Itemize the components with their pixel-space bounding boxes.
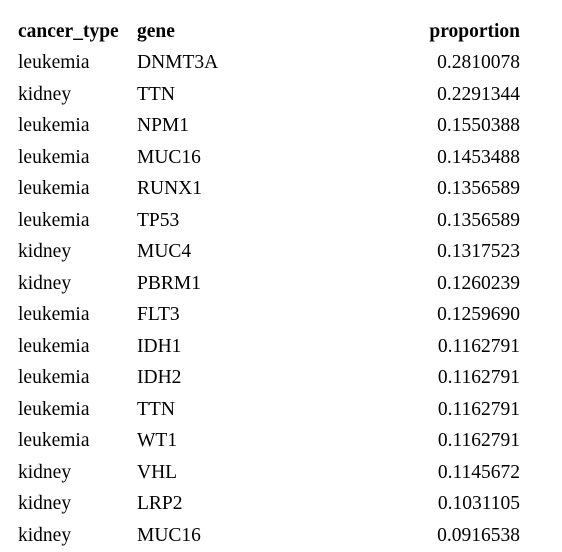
- cell-gene: NPM1: [137, 115, 190, 137]
- cell-proportion: 0.1031105: [437, 493, 520, 515]
- cell-gene: TTN: [137, 398, 175, 420]
- cell-cancer-type: kidney: [18, 493, 72, 515]
- data-table: cancer_type gene proportion leukemia DNMT…: [18, 16, 520, 552]
- cell-cancer-type: leukemia: [18, 146, 90, 168]
- table-body: leukemia DNMT3A 0.2810078 kidney TTN 0.229134…: [18, 48, 520, 552]
- cell-proportion: 0.1550388: [437, 115, 520, 137]
- cell-proportion: 0.1356589: [437, 178, 520, 200]
- cell-cancer-type: kidney: [18, 241, 72, 263]
- table-row: leukemia DNMT3A 0.2810078: [18, 48, 520, 80]
- table-row: leukemia FLT3 0.1259690: [18, 300, 520, 332]
- cell-cancer-type: leukemia: [18, 398, 90, 420]
- table-row: leukemia TP53 0.1356589: [18, 205, 520, 237]
- cell-proportion: 0.1162791: [437, 335, 520, 357]
- cell-proportion: 0.1162791: [437, 367, 520, 389]
- cell-cancer-type: leukemia: [18, 335, 90, 357]
- cell-cancer-type: kidney: [18, 272, 72, 294]
- cell-proportion: 0.2291344: [437, 83, 520, 105]
- cell-cancer-type: kidney: [18, 524, 72, 546]
- cell-gene: PBRM1: [137, 272, 201, 294]
- cell-gene: MUC4: [137, 241, 192, 263]
- cell-cancer-type: kidney: [18, 83, 72, 105]
- cell-gene: DNMT3A: [137, 52, 219, 74]
- cell-gene: TTN: [137, 83, 175, 105]
- cell-proportion: 0.0916538: [437, 524, 520, 546]
- cell-proportion: 0.1260239: [437, 272, 520, 294]
- cell-proportion: 0.1356589: [437, 209, 520, 231]
- cell-gene: FLT3: [137, 304, 180, 326]
- cell-gene: WT1: [137, 430, 178, 452]
- table-row: kidney VHL 0.1145672: [18, 457, 520, 489]
- table-row: leukemia IDH2 0.1162791: [18, 363, 520, 395]
- cell-gene: TP53: [137, 209, 180, 231]
- table-row: kidney PBRM1 0.1260239: [18, 268, 520, 300]
- header-proportion: proportion: [429, 20, 520, 42]
- cell-cancer-type: leukemia: [18, 52, 90, 74]
- table-row: kidney TTN 0.2291344: [18, 79, 520, 111]
- table-row: leukemia NPM1 0.1550388: [18, 111, 520, 143]
- table-row: leukemia MUC16 0.1453488: [18, 142, 520, 174]
- cell-proportion: 0.1162791: [437, 398, 520, 420]
- cell-gene: IDH2: [137, 367, 182, 389]
- cell-cancer-type: leukemia: [18, 178, 90, 200]
- cell-gene: IDH1: [137, 335, 182, 357]
- table-row: kidney LRP2 0.1031105: [18, 489, 520, 521]
- header-row: cancer_type gene proportion: [18, 16, 520, 48]
- cell-proportion: 0.1162791: [437, 430, 520, 452]
- table-row: kidney MUC16 0.0916538: [18, 520, 520, 552]
- table-header: cancer_type gene proportion: [18, 16, 520, 48]
- cell-proportion: 0.2810078: [437, 52, 520, 74]
- cell-gene: MUC16: [137, 524, 201, 546]
- cell-gene: VHL: [137, 461, 178, 483]
- table-row: leukemia TTN 0.1162791: [18, 394, 520, 426]
- table-row: leukemia IDH1 0.1162791: [18, 331, 520, 363]
- header-cancer-type: cancer_type: [18, 20, 119, 42]
- cell-proportion: 0.1259690: [437, 304, 520, 326]
- table-row: leukemia RUNX1 0.1356589: [18, 174, 520, 206]
- cell-proportion: 0.1145672: [437, 461, 520, 483]
- cell-gene: MUC16: [137, 146, 201, 168]
- cell-cancer-type: leukemia: [18, 115, 90, 137]
- cell-cancer-type: leukemia: [18, 367, 90, 389]
- cell-cancer-type: leukemia: [18, 430, 90, 452]
- cell-gene: RUNX1: [137, 178, 203, 200]
- table-row: kidney MUC4 0.1317523: [18, 237, 520, 269]
- table-row: leukemia WT1 0.1162791: [18, 426, 520, 458]
- cell-cancer-type: leukemia: [18, 304, 90, 326]
- header-gene: gene: [137, 20, 175, 42]
- cell-proportion: 0.1453488: [437, 146, 520, 168]
- cell-cancer-type: kidney: [18, 461, 72, 483]
- cell-cancer-type: leukemia: [18, 209, 90, 231]
- cell-gene: LRP2: [137, 493, 183, 515]
- cell-proportion: 0.1317523: [437, 241, 520, 263]
